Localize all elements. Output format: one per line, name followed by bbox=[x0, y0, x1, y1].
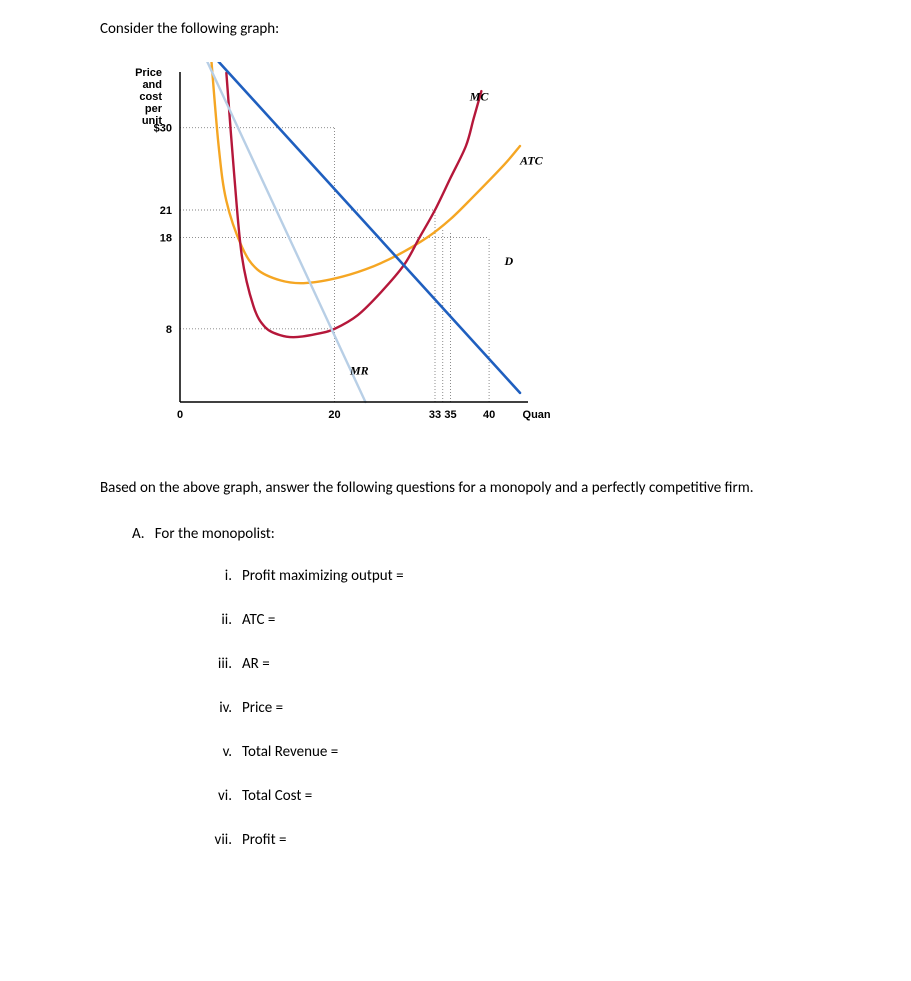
x-tick-label: 35 bbox=[444, 409, 456, 421]
question-text: Total Revenue = bbox=[242, 743, 338, 761]
y-tick-label: 18 bbox=[160, 232, 172, 244]
question-text: Profit = bbox=[242, 831, 286, 849]
x-tick-label: 40 bbox=[483, 409, 495, 421]
y-tick-label: 8 bbox=[166, 324, 172, 336]
mr-curve bbox=[195, 62, 365, 402]
section-letter: A. bbox=[132, 525, 145, 543]
question-number: i. bbox=[192, 567, 242, 585]
mr-label: MR bbox=[349, 364, 369, 378]
y-tick-label: $30 bbox=[154, 123, 172, 135]
question-item: iv.Price = bbox=[192, 699, 880, 717]
question-item: v.Total Revenue = bbox=[192, 743, 880, 761]
y-axis-title: cost bbox=[139, 91, 162, 103]
question-number: iv. bbox=[192, 699, 242, 717]
question-item: ii.ATC = bbox=[192, 611, 880, 629]
section-a: A. For the monopolist: i.Profit maximizi… bbox=[132, 525, 880, 849]
chart-container: Priceandcostperunit$3021188020333540Quan… bbox=[120, 62, 880, 436]
question-item: vi.Total Cost = bbox=[192, 787, 880, 805]
d-label: D bbox=[504, 254, 514, 268]
question-text: Price = bbox=[242, 699, 283, 717]
question-text: Profit maximizing output = bbox=[242, 567, 404, 585]
question-number: v. bbox=[192, 743, 242, 761]
question-list: i.Profit maximizing output = ii.ATC = iii.… bbox=[192, 567, 880, 849]
question-number: vii. bbox=[192, 831, 242, 849]
question-number: iii. bbox=[192, 655, 242, 673]
economics-chart: Priceandcostperunit$3021188020333540Quan… bbox=[120, 62, 550, 432]
mc-label: MC bbox=[469, 89, 490, 103]
x-tick-label: 33 bbox=[429, 409, 441, 421]
question-item: iii.AR = bbox=[192, 655, 880, 673]
question-text: Total Cost = bbox=[242, 787, 312, 805]
question-number: ii. bbox=[192, 611, 242, 629]
section-heading: For the monopolist: bbox=[155, 525, 275, 543]
x-tick-label: 0 bbox=[177, 409, 183, 421]
y-tick-label: 21 bbox=[160, 205, 172, 217]
atc-label: ATC bbox=[519, 153, 544, 167]
body-text: Based on the above graph, answer the fol… bbox=[100, 472, 880, 505]
y-axis-title: and bbox=[142, 79, 162, 91]
y-axis-title: Price bbox=[135, 67, 162, 79]
question-text: ATC = bbox=[242, 611, 275, 629]
intro-text: Consider the following graph: bbox=[100, 20, 880, 38]
x-axis-title: Quantity bbox=[523, 409, 550, 421]
x-tick-label: 20 bbox=[328, 409, 340, 421]
question-number: vi. bbox=[192, 787, 242, 805]
question-text: AR = bbox=[242, 655, 270, 673]
y-axis-title: per bbox=[145, 103, 163, 115]
question-item: i.Profit maximizing output = bbox=[192, 567, 880, 585]
question-item: vii.Profit = bbox=[192, 831, 880, 849]
d-curve bbox=[195, 62, 520, 393]
